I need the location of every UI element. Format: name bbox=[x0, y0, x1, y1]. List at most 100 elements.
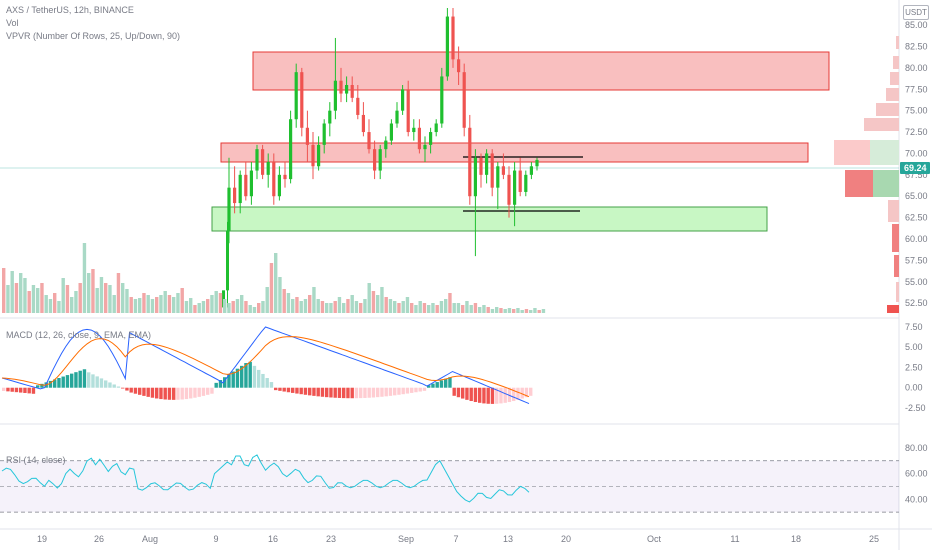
volume-bar bbox=[291, 299, 295, 313]
macd-histogram-bar bbox=[346, 387, 350, 399]
volume-bar bbox=[405, 297, 410, 313]
vpvr-bar bbox=[896, 282, 899, 302]
volume-bar bbox=[444, 299, 448, 313]
candle-up bbox=[322, 123, 326, 145]
volume-bar bbox=[541, 309, 546, 313]
volume-bar bbox=[129, 297, 133, 313]
time-axis[interactable]: 19 26 Aug 9 16 23 Sep 7 13 20 Oct 11 18 25 bbox=[37, 534, 879, 544]
volume-bar bbox=[359, 303, 363, 313]
candle-up bbox=[277, 174, 281, 197]
price-tick-label: 70.00 bbox=[905, 148, 928, 158]
macd-histogram-bar bbox=[82, 369, 87, 388]
volume-bar bbox=[95, 288, 99, 313]
macd-histogram-bar bbox=[240, 365, 244, 388]
volume-bar bbox=[354, 301, 359, 313]
volume-bar bbox=[312, 287, 316, 313]
macd-histogram-bar bbox=[308, 387, 312, 396]
price-tick-label: 80.00 bbox=[905, 63, 928, 73]
time-tick-label: 7 bbox=[453, 534, 458, 544]
candle-up bbox=[378, 149, 382, 171]
volume-bar bbox=[14, 283, 19, 313]
macd-histogram-bar bbox=[414, 387, 418, 393]
macd-line bbox=[1, 326, 530, 405]
macd-legend[interactable]: MACD (12, 26, close, 9, EMA, EMA) bbox=[6, 330, 152, 340]
last-price-value: 69.24 bbox=[904, 163, 927, 173]
volume-bar bbox=[342, 303, 346, 313]
volume-bar bbox=[231, 301, 235, 313]
price-axis[interactable]: 85.00 82.50 80.00 77.50 75.00 72.50 70.00 67.50… bbox=[905, 20, 928, 308]
resistance-zone-upper[interactable] bbox=[252, 51, 830, 91]
candle-down bbox=[518, 170, 522, 192]
candle-down bbox=[468, 127, 472, 197]
vpvr-bar bbox=[890, 72, 899, 85]
volume-bar bbox=[70, 297, 74, 313]
price-tick-label: 52.50 bbox=[905, 298, 928, 308]
volume-bar bbox=[299, 301, 303, 313]
volume-bar bbox=[329, 303, 333, 313]
macd-histogram-bar bbox=[329, 387, 333, 398]
vpvr-bar bbox=[876, 103, 899, 116]
rsi-layer bbox=[0, 454, 899, 513]
macd-histogram-bar bbox=[223, 377, 227, 388]
volume-legend[interactable]: Vol bbox=[6, 18, 19, 28]
macd-axis[interactable]: 7.50 5.00 2.50 0.00 -2.50 bbox=[905, 322, 926, 413]
time-tick-label: 26 bbox=[94, 534, 104, 544]
resistance-zone-middle[interactable] bbox=[220, 142, 809, 163]
volume-bar bbox=[248, 305, 252, 313]
volume-bar bbox=[257, 303, 261, 313]
volume-bar bbox=[486, 307, 490, 313]
macd-histogram-bar bbox=[104, 380, 108, 388]
candle-down bbox=[244, 174, 248, 197]
candle-up bbox=[485, 153, 489, 175]
price-tick-label: 85.00 bbox=[905, 20, 928, 30]
volume-bar bbox=[269, 263, 274, 313]
macd-histogram-bar bbox=[299, 387, 303, 395]
macd-histogram-bar bbox=[218, 380, 223, 388]
rsi-legend[interactable]: RSI (14, close) bbox=[6, 455, 66, 465]
volume-bar bbox=[104, 283, 108, 313]
volume-bar bbox=[380, 287, 384, 313]
macd-histogram-bar bbox=[439, 380, 444, 388]
volume-bar bbox=[282, 289, 286, 313]
rsi-axis[interactable]: 80.00 60.00 40.00 bbox=[905, 443, 928, 504]
volume-bar bbox=[529, 310, 533, 313]
macd-histogram-bar bbox=[36, 385, 40, 388]
volume-bar bbox=[537, 310, 541, 313]
macd-histogram-bar bbox=[320, 387, 325, 397]
volume-bar bbox=[286, 293, 291, 313]
macd-histogram-bar bbox=[473, 387, 478, 403]
volume-bar bbox=[31, 285, 36, 313]
macd-histogram-bar bbox=[53, 379, 57, 388]
time-tick-label: Aug bbox=[142, 534, 158, 544]
macd-histogram-bar bbox=[180, 387, 184, 400]
candle-down bbox=[350, 85, 354, 98]
price-tick-label: 67.50 bbox=[905, 170, 928, 180]
volume-bar bbox=[376, 295, 380, 313]
macd-histogram-bar bbox=[418, 387, 422, 392]
volume-bar bbox=[218, 293, 223, 313]
symbol-legend[interactable]: AXS / TetherUS, 12h, BINANCE bbox=[6, 5, 134, 15]
macd-histogram-bar bbox=[444, 378, 448, 388]
candle-up bbox=[345, 85, 349, 94]
macd-histogram-bar bbox=[359, 387, 363, 399]
volume-bar bbox=[337, 297, 342, 313]
volume-bar bbox=[48, 299, 53, 313]
volume-bar bbox=[524, 309, 529, 313]
currency-button[interactable]: USDT bbox=[903, 5, 929, 20]
volume-bar bbox=[99, 277, 104, 313]
volume-bar bbox=[180, 288, 184, 313]
macd-histogram-bar bbox=[333, 387, 337, 398]
macd-histogram-bar bbox=[337, 387, 342, 398]
macd-histogram-bar bbox=[397, 387, 401, 395]
candle-up bbox=[445, 16, 449, 77]
volume-bar bbox=[146, 295, 150, 313]
time-tick-label: 23 bbox=[326, 534, 336, 544]
candle-down bbox=[233, 187, 237, 204]
volume-bar bbox=[333, 301, 337, 313]
macd-histogram-bar bbox=[65, 375, 70, 388]
volume-bar bbox=[325, 303, 329, 313]
volume-bar bbox=[452, 303, 456, 313]
vpvr-legend[interactable]: VPVR (Number Of Rows, 25, Up/Down, 90) bbox=[6, 31, 181, 41]
volume-bar bbox=[172, 297, 176, 313]
